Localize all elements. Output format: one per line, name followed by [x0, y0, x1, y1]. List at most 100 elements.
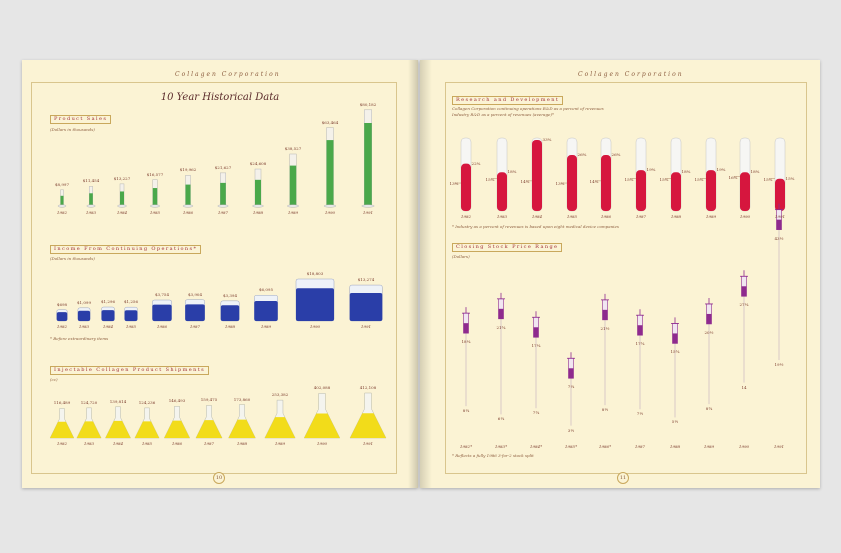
shipments-value-label: 146,493 — [168, 398, 186, 404]
shipments-year-label: 1988 — [236, 441, 248, 446]
sales-cylinder-base — [287, 204, 299, 208]
stock-low-label: 3½ — [567, 427, 575, 433]
shipments-title: Injectable Collagen Product Shipments — [50, 366, 210, 375]
income-bar — [77, 310, 91, 321]
stock-year-label: 1987 — [634, 444, 646, 449]
income-bar — [56, 312, 68, 321]
income-value-label: $6,095 — [259, 287, 273, 293]
sales-value-label: $80,182 — [359, 101, 377, 107]
income-bar — [296, 288, 334, 321]
shipments-bar — [304, 413, 340, 438]
stock-low-label: 19½ — [774, 362, 784, 368]
income-year-label: 1985 — [125, 324, 137, 329]
stock-low-label: 7½ — [636, 411, 644, 417]
rnd-bar — [532, 140, 542, 211]
shipments-bar — [164, 420, 190, 438]
rnd-year-label: 1983 — [496, 214, 508, 219]
income-year-label: 1990 — [309, 324, 321, 329]
income-bar — [152, 304, 172, 321]
income-value-label: $1,296 — [101, 299, 115, 305]
shipments-value-label: 253,382 — [271, 392, 289, 398]
sales-year-label: 1989 — [287, 210, 299, 215]
rnd-value-label: 18% — [750, 169, 760, 175]
shipments-year-label: 1985 — [141, 441, 153, 446]
stock-low-label: 6¼ — [497, 416, 505, 422]
income-year-label: 1983 — [78, 324, 90, 329]
income-bar — [220, 305, 240, 321]
sales-cylinder-base — [361, 204, 375, 208]
sales-value-label: $8,997 — [55, 181, 69, 187]
sales-bar — [364, 123, 372, 205]
shipments-year-label: 1984 — [112, 441, 124, 446]
rnd-bar — [740, 172, 750, 211]
rnd-year-label: 1987 — [635, 214, 647, 219]
rnd-industry-label: 14% — [589, 178, 599, 184]
sales-year-label: 1985 — [149, 210, 161, 215]
stock-low-label: 14 — [741, 384, 747, 390]
stock-high-label: 17¾ — [635, 341, 645, 347]
income-value-label: $3,754 — [155, 292, 169, 298]
page-number-left: 10 — [213, 472, 225, 484]
sales-cylinder-base — [117, 204, 127, 208]
right-page — [420, 60, 820, 488]
rnd-industry-label: 15% — [694, 176, 704, 182]
sales-bar — [60, 195, 64, 205]
income-year-label: 1984 — [102, 324, 114, 329]
sales-bar — [89, 193, 93, 205]
stock-bar — [498, 308, 504, 319]
sales-bar — [255, 179, 261, 205]
shipments-value-label: 124,720 — [80, 399, 98, 405]
rnd-bar — [461, 163, 471, 211]
page-number-right: 11 — [617, 472, 629, 484]
rnd-title: Research and Development — [452, 96, 564, 105]
stock-bar — [672, 333, 678, 344]
income-year-label: 1991 — [360, 324, 372, 329]
shipments-year-label: 1986 — [171, 441, 183, 446]
sales-cylinder-base — [86, 204, 96, 208]
stock-bar — [463, 323, 469, 334]
sales-year-label: 1990 — [324, 210, 336, 215]
income-value-label: $13,274 — [357, 277, 375, 283]
stock-year-label: 1989 — [703, 444, 715, 449]
sales-cylinder-base — [323, 204, 337, 208]
sales-year-label: 1986 — [182, 210, 194, 215]
sales-value-label: $63,464 — [321, 119, 339, 125]
sales-bar — [120, 191, 124, 205]
rnd-industry-label: 13% — [555, 181, 565, 187]
rnd-year-label: 1985 — [566, 214, 578, 219]
rnd-bar — [636, 170, 646, 211]
stock-year-label: 1982* — [459, 444, 473, 449]
income-value-label: $3,904 — [188, 291, 202, 297]
rnd-value-label: 18% — [681, 169, 691, 175]
stock-high-label: 21½ — [600, 325, 610, 331]
sales-value-label: $38,527 — [284, 145, 302, 151]
income-value-label: $3,394 — [223, 292, 237, 298]
stock-year-label: 1986* — [598, 444, 612, 449]
sales-year-label: 1988 — [252, 210, 264, 215]
rnd-bar — [497, 172, 507, 211]
rnd-year-label: 1982 — [460, 214, 472, 219]
shipments-bar — [228, 419, 256, 438]
stock-bar — [706, 313, 712, 324]
stock-low-label: 5½ — [671, 419, 679, 425]
sales-cylinder-base — [57, 204, 67, 208]
income-value-label: $18,803 — [306, 271, 324, 276]
stock-low-label: 8½ — [601, 407, 609, 413]
shipments-value-label: 116,489 — [53, 400, 71, 406]
shipments-year-label: 1983 — [83, 441, 95, 446]
shipments-bar — [264, 417, 296, 438]
income-note: * Before extraordinary items — [50, 336, 109, 341]
rnd-year-label: 1986 — [600, 214, 612, 219]
income-bar — [124, 310, 138, 321]
sales-title: Product Sales — [50, 115, 112, 124]
rnd-bar — [567, 155, 577, 211]
sales-value-label: $24,608 — [249, 161, 267, 167]
income-year-label: 1987 — [189, 324, 201, 329]
sales-year-label: 1987 — [217, 210, 229, 215]
rnd-value-label: 26% — [611, 152, 621, 158]
stock-title: Closing Stock Price Range — [452, 243, 563, 252]
rnd-value-label: 26% — [577, 152, 587, 158]
rnd-year-label: 1988 — [670, 214, 682, 219]
rnd-industry-label: 14% — [520, 178, 530, 184]
